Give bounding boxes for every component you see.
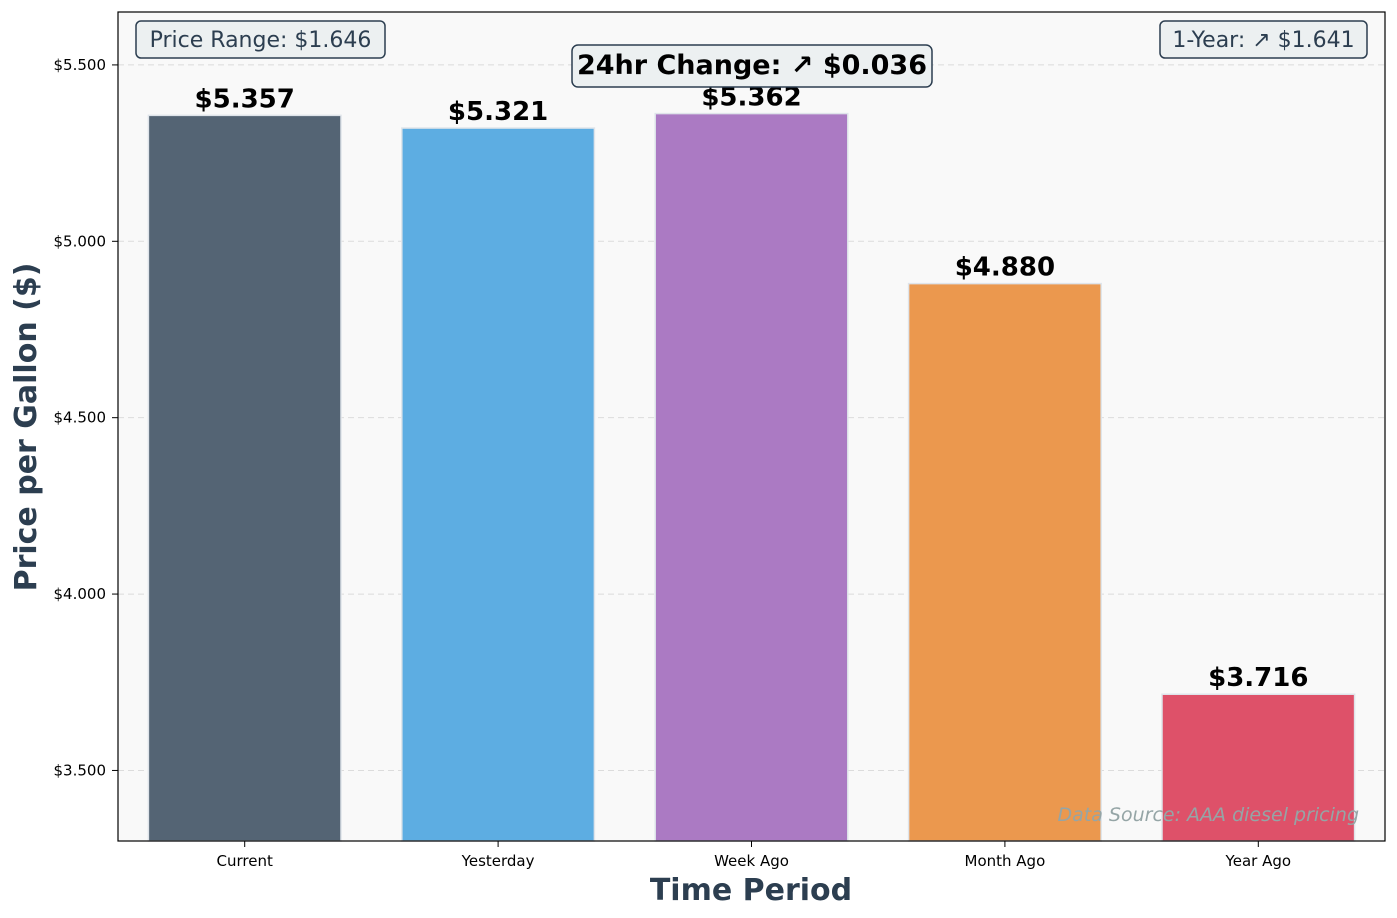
x-tick-label: Year Ago (1225, 852, 1292, 870)
bar-value-label: $5.357 (195, 84, 295, 114)
x-tick-label: Yesterday (461, 852, 535, 870)
one-year-change-text: 1-Year: ↗ $1.641 (1172, 28, 1354, 53)
bar (1161, 693, 1356, 842)
bar-value-label: $3.716 (1208, 663, 1308, 693)
bar-value-label: $4.880 (955, 253, 1055, 283)
bar (147, 114, 342, 842)
x-axis-title: Time Period (650, 873, 852, 908)
x-tick-label: Month Ago (965, 852, 1046, 870)
y-tick-label: $5.000 (54, 232, 107, 250)
y-axis-title: Price per Gallon ($) (9, 263, 44, 592)
bar-value-label: $5.321 (448, 97, 548, 127)
y-tick-label: $4.500 (54, 409, 107, 427)
y-tick-label: $3.500 (54, 761, 107, 779)
y-tick-label: $4.000 (54, 585, 107, 603)
bar (401, 127, 596, 842)
price-range-box: Price Range: $1.646 (135, 20, 386, 59)
one-year-change-box: 1-Year: ↗ $1.641 (1159, 20, 1368, 59)
x-tick-label: Week Ago (714, 852, 789, 870)
y-axis-ticks: $3.500 $4.000 $4.500 $5.000 $5.500 (54, 56, 118, 779)
bar (907, 282, 1102, 842)
bars (147, 112, 1356, 842)
x-tick-label: Current (217, 852, 273, 870)
x-axis-ticks: Current Yesterday Week Ago Month Ago Year Ag… (217, 841, 1292, 870)
price-range-text: Price Range: $1.646 (150, 28, 372, 53)
data-source-text: Data Source: AAA diesel pricing (1058, 804, 1359, 826)
change-24hr-box: 24hr Change: ↗ $0.036 (571, 44, 933, 88)
change-24hr-text: 24hr Change: ↗ $0.036 (577, 50, 927, 81)
y-tick-label: $5.500 (54, 56, 107, 74)
bar (654, 112, 849, 842)
